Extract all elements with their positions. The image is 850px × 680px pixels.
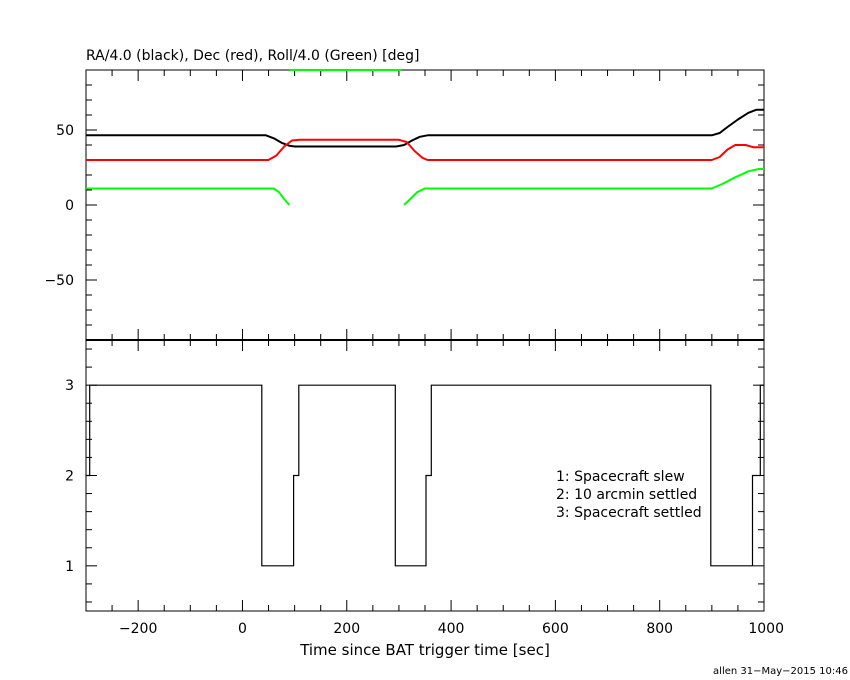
bottom-xtick-label: 800 — [646, 621, 673, 637]
top-panel-frame — [85, 69, 765, 341]
series-line-2 — [86, 187, 291, 206]
top-panel-title: RA/4.0 (black), Dec (red), Roll/4.0 (Gre… — [86, 48, 419, 64]
bottom-xtick-label: 1000 — [748, 621, 784, 637]
bottom-xtick-label: 200 — [333, 621, 360, 637]
x-axis-label: Time since BAT trigger time [sec] — [299, 641, 550, 659]
top-ytick-label: 50 — [56, 123, 74, 139]
legend-entry-settled: 3: Spacecraft settled — [556, 505, 702, 521]
bottom-ytick-label: 2 — [65, 469, 74, 485]
top-panel-ytick-labels: −50 0 50 — [44, 123, 74, 289]
bottom-panel-xtick-labels: −200 0 200 400 600 800 1000 — [119, 621, 784, 637]
bottom-panel: 1 2 3 −200 0 200 400 600 800 1000 1: Spacecraft … — [65, 339, 784, 637]
series-line-1 — [86, 138, 764, 161]
bottom-ytick-label: 1 — [65, 559, 74, 575]
bottom-xtick-label: 0 — [238, 621, 247, 637]
top-ytick-label: −50 — [44, 273, 74, 289]
series-line-0 — [86, 108, 764, 148]
bottom-panel-series — [86, 384, 764, 567]
top-panel-series — [86, 69, 764, 206]
bottom-xtick-label: 400 — [438, 621, 465, 637]
bottom-panel-ticks — [85, 340, 765, 611]
bottom-xtick-label: 600 — [542, 621, 569, 637]
bottom-xtick-label: −200 — [119, 621, 157, 637]
bottom-panel-ytick-labels: 1 2 3 — [65, 378, 74, 575]
top-panel: −50 0 50 — [44, 69, 765, 341]
legend-entry-10arcmin: 2: 10 arcmin settled — [556, 487, 697, 503]
footer-credit: allen 31−May−2015 10:46 — [713, 666, 848, 677]
step-line-0 — [86, 384, 764, 567]
top-panel-ticks — [85, 69, 765, 341]
top-ytick-label: 0 — [65, 198, 74, 214]
bottom-ytick-label: 3 — [65, 378, 74, 394]
legend-entry-slew: 1: Spacecraft slew — [556, 469, 685, 485]
series-line-2 — [403, 168, 764, 206]
